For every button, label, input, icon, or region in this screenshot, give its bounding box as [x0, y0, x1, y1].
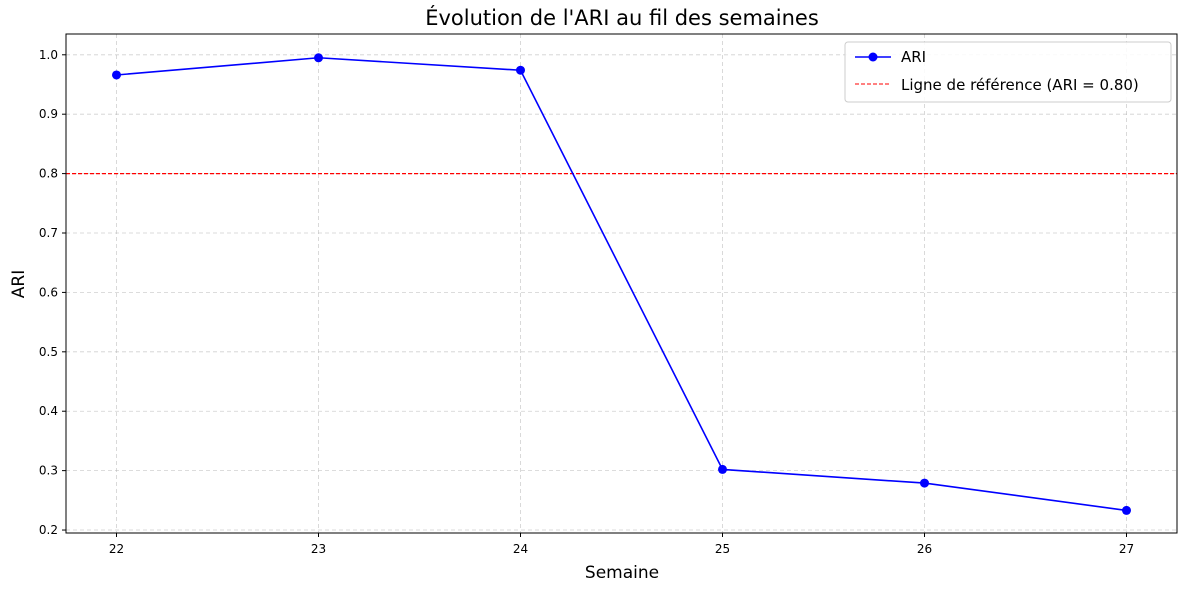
- data-point: [920, 478, 929, 488]
- y-tick-label: 0.9: [39, 107, 58, 121]
- x-tick-label: 22: [109, 542, 124, 556]
- y-tick-label: 0.5: [39, 345, 58, 359]
- y-tick-label: 1.0: [39, 48, 58, 62]
- legend-frame: [844, 41, 1172, 103]
- data-point: [1122, 505, 1131, 515]
- plot-frame: [65, 33, 1178, 534]
- y-axis: 0.2 0.3 0.4 0.5 0.6 0.7 0.8 0.9 1.0: [39, 48, 66, 537]
- y-tick-label: 0.4: [39, 404, 58, 418]
- x-tick-label: 25: [715, 542, 730, 556]
- y-tick-label: 0.2: [39, 523, 58, 537]
- legend-reference-label: Ligne de référence (ARI = 0.80): [901, 76, 1139, 94]
- series-layer: [112, 53, 1131, 515]
- y-tick-label: 0.3: [39, 464, 58, 478]
- x-tick-label: 24: [513, 542, 528, 556]
- legend-series-label: ARI: [901, 48, 926, 66]
- data-point: [516, 65, 525, 75]
- y-axis-label: ARI: [9, 270, 29, 298]
- x-axis: 22 23 24 25 26 27: [109, 533, 1134, 556]
- y-tick-label: 0.8: [39, 167, 58, 181]
- data-point: [718, 464, 727, 474]
- data-point: [112, 70, 121, 80]
- x-tick-label: 23: [311, 542, 326, 556]
- y-tick-label: 0.7: [39, 226, 58, 240]
- series-line-ari: [116, 56, 1127, 512]
- x-tick-label: 27: [1119, 542, 1134, 556]
- legend-series-marker: [868, 52, 878, 62]
- data-point: [314, 53, 323, 63]
- y-tick-label: 0.6: [39, 285, 58, 299]
- legend: ARI Ligne de référence (ARI = 0.80): [844, 41, 1172, 103]
- chart-title: Évolution de l'ARI au fil des semaines: [425, 5, 819, 30]
- x-axis-label: Semaine: [585, 563, 659, 583]
- x-tick-label: 26: [917, 542, 932, 556]
